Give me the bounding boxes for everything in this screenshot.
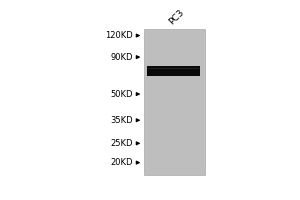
Text: 35KD: 35KD xyxy=(110,116,133,125)
Text: 20KD: 20KD xyxy=(110,158,133,167)
Bar xyxy=(148,68,199,69)
Text: PC3: PC3 xyxy=(167,8,186,26)
Text: 120KD: 120KD xyxy=(105,31,133,40)
Text: 25KD: 25KD xyxy=(110,139,133,148)
Bar xyxy=(145,29,205,175)
Text: 90KD: 90KD xyxy=(110,53,133,62)
Bar xyxy=(147,66,200,76)
Text: 50KD: 50KD xyxy=(110,90,133,99)
